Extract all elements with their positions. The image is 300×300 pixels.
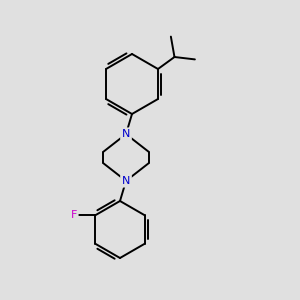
Text: N: N: [122, 129, 130, 139]
Text: N: N: [122, 176, 130, 186]
Text: F: F: [70, 210, 77, 220]
